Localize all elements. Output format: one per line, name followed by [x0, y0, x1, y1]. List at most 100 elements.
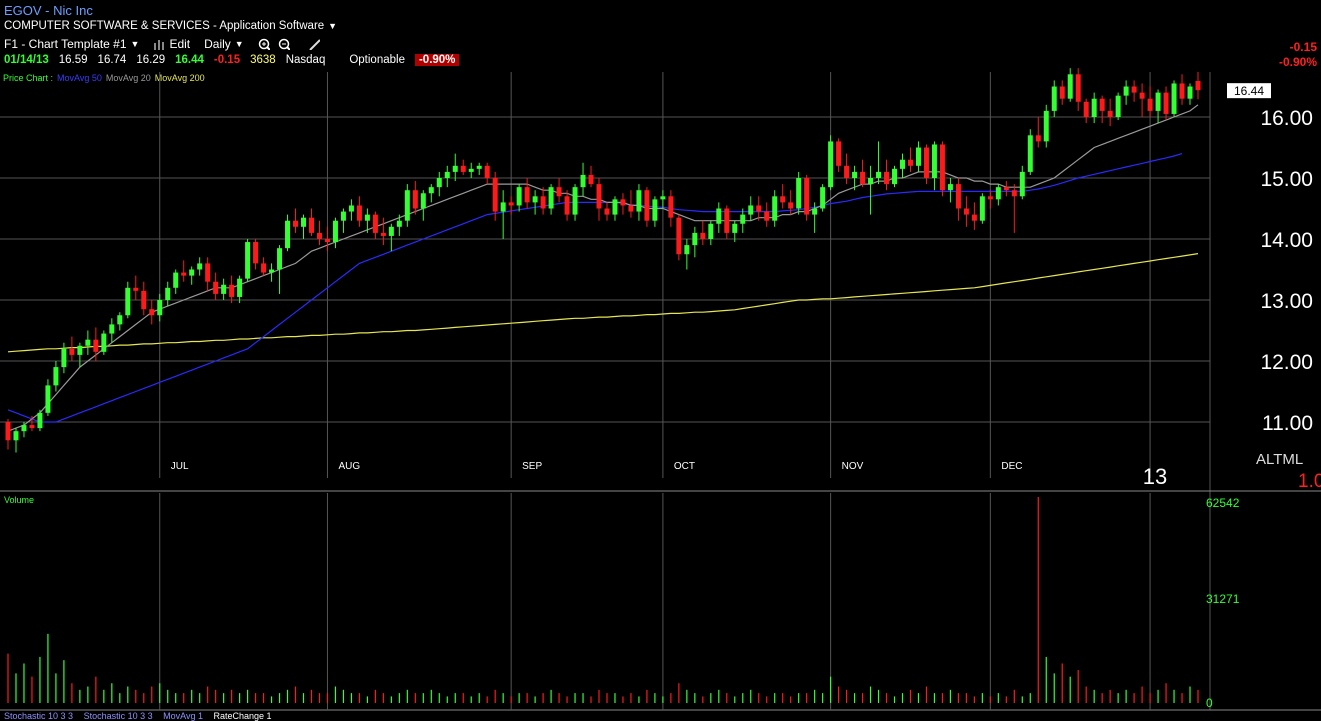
- altml-label: ALTML: [1256, 451, 1303, 468]
- candle: [724, 205, 730, 239]
- candle: [660, 190, 666, 209]
- quote-last: 16.44: [175, 54, 204, 66]
- candle: [580, 162, 586, 197]
- quote-change: -0.15: [213, 54, 241, 66]
- ma50-line: [7, 153, 1183, 423]
- candle: [979, 193, 985, 224]
- legend-ma200[interactable]: MovAvg 200: [154, 73, 205, 83]
- candle: [796, 171, 802, 215]
- period-selector[interactable]: Daily ▼: [204, 37, 244, 51]
- y-tick-label: 12.00: [1260, 351, 1313, 374]
- candle: [844, 153, 850, 185]
- legend-ma20[interactable]: MovAvg 20: [105, 73, 151, 83]
- candle: [676, 214, 682, 261]
- candle: [452, 153, 458, 182]
- candle: [860, 159, 866, 188]
- candle: [1131, 80, 1137, 102]
- period-label: Daily: [204, 37, 231, 51]
- draw-line-icon[interactable]: [308, 38, 320, 50]
- candle: [756, 196, 762, 221]
- candle: [907, 147, 913, 172]
- bar-chart-icon: [154, 40, 165, 50]
- candle: [692, 226, 698, 258]
- candle: [572, 184, 578, 221]
- candle: [412, 181, 418, 215]
- candle: [708, 220, 714, 246]
- x-tick-label: NOV: [842, 461, 864, 472]
- candle: [732, 220, 738, 243]
- candle: [332, 217, 338, 249]
- zoom-out-icon[interactable]: [278, 38, 290, 50]
- edit-button[interactable]: Edit: [153, 37, 190, 51]
- legend-ma50[interactable]: MovAvg 50: [57, 73, 102, 83]
- candle: [372, 211, 378, 239]
- quote-exchange: Nasdaq: [285, 54, 326, 66]
- candle: [564, 190, 570, 221]
- candle: [221, 278, 227, 300]
- candle: [1195, 71, 1201, 100]
- candle: [213, 272, 219, 300]
- candle: [987, 190, 993, 209]
- candle: [101, 330, 107, 355]
- candle: [93, 327, 99, 361]
- candle: [668, 190, 674, 227]
- candle: [388, 223, 394, 252]
- candle: [308, 208, 314, 236]
- candle: [995, 184, 1001, 206]
- quote-date: 01/14/13: [4, 54, 49, 66]
- legend-price-chart[interactable]: Price Chart :: [3, 73, 54, 83]
- candle: [149, 300, 155, 325]
- candle: [173, 269, 179, 294]
- candle: [820, 184, 826, 212]
- candle: [29, 415, 35, 432]
- candle: [324, 226, 330, 252]
- candle: [1139, 83, 1145, 117]
- candle: [1155, 89, 1161, 124]
- tab-stochastic-1[interactable]: Stochastic 10 3 3: [4, 711, 74, 721]
- candle: [197, 257, 203, 276]
- candle: [772, 190, 778, 227]
- candle: [340, 208, 346, 233]
- candle: [939, 141, 945, 197]
- sector-selector[interactable]: COMPUTER SOFTWARE & SERVICES - Applicati…: [4, 20, 337, 32]
- candle: [716, 202, 722, 233]
- candle: [492, 171, 498, 221]
- optionable-label: Optionable: [349, 54, 405, 66]
- x-tick-label: DEC: [1001, 461, 1022, 472]
- edit-label: Edit: [169, 37, 191, 51]
- candle: [764, 202, 770, 227]
- template-selector[interactable]: F1 - Chart Template #1 ▼: [4, 37, 139, 51]
- tab-ratechange-1[interactable]: RateChange 1: [213, 711, 272, 721]
- moving-averages: [7, 104, 1199, 432]
- candle: [37, 409, 43, 432]
- zoom-in-icon[interactable]: [258, 38, 270, 50]
- tab-movavg-1[interactable]: MovAvg 1: [163, 711, 203, 721]
- candle: [181, 260, 187, 282]
- candle: [828, 135, 834, 191]
- tab-stochastic-2[interactable]: Stochastic 10 3 3: [83, 711, 153, 721]
- last-price-box: [1227, 83, 1271, 99]
- candle: [45, 379, 51, 416]
- volume-tick-label: 0: [1206, 696, 1213, 710]
- price-legend: Price Chart : MovAvg 50 MovAvg 20 MovAvg 20…: [3, 73, 209, 83]
- candle: [364, 208, 370, 233]
- ma200-line: [7, 253, 1199, 353]
- volume-tick-label: 31271: [1206, 592, 1240, 606]
- candle: [652, 196, 658, 227]
- candle: [884, 159, 890, 191]
- candle: [261, 257, 267, 276]
- candle: [125, 281, 131, 319]
- candle: [1115, 92, 1121, 121]
- candle: [420, 190, 426, 221]
- candle: [476, 162, 482, 175]
- symbol-title: EGOV - Nic Inc: [4, 3, 93, 18]
- candle: [1043, 104, 1049, 148]
- candle: [205, 257, 211, 291]
- candle: [524, 178, 530, 209]
- candle: [269, 263, 275, 282]
- last-price-label: 16.44: [1234, 84, 1264, 98]
- chart-toolbar: F1 - Chart Template #1 ▼ Edit Daily ▼: [4, 37, 324, 51]
- x-tick-label: OCT: [674, 461, 695, 472]
- altml-value: 1.0: [1298, 471, 1321, 492]
